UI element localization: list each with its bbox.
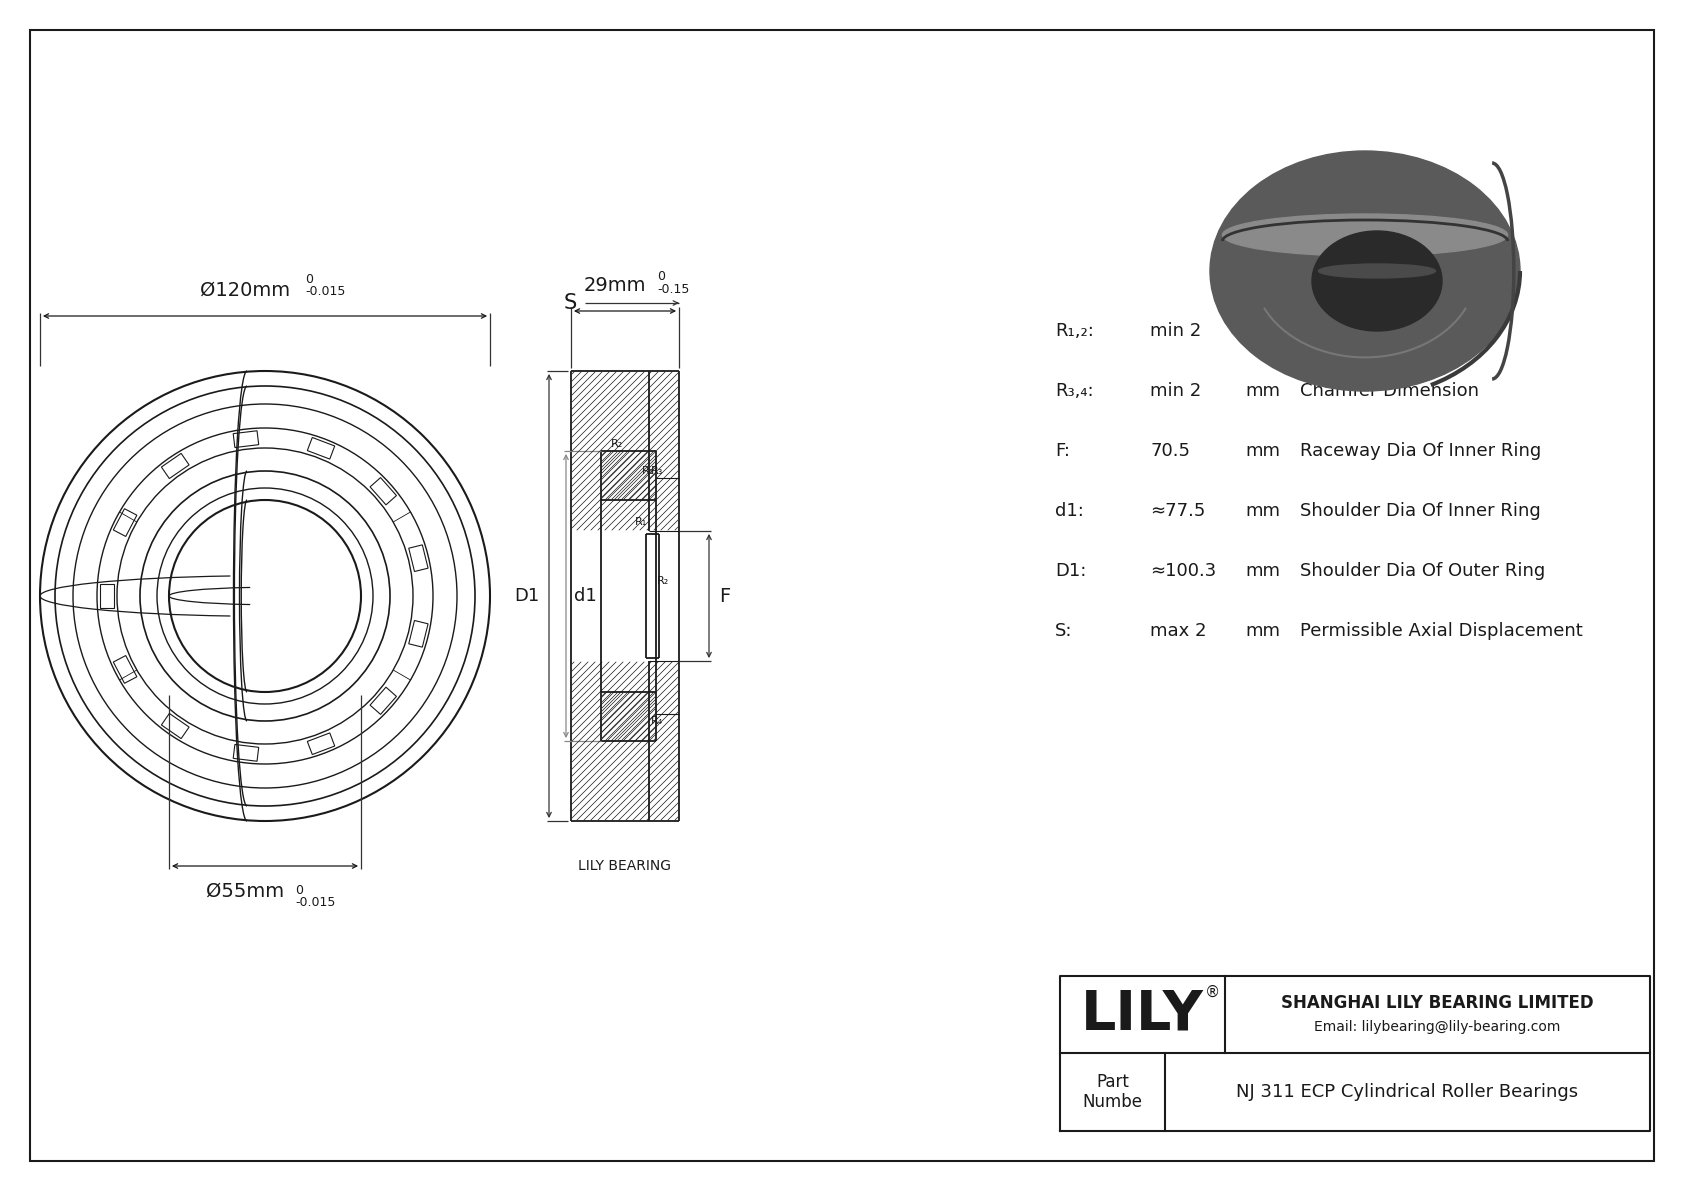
Text: R₂: R₂ [611, 439, 623, 449]
Ellipse shape [1319, 264, 1435, 278]
Text: R₃,₄:: R₃,₄: [1054, 382, 1093, 400]
Text: Raceway Dia Of Inner Ring: Raceway Dia Of Inner Ring [1300, 442, 1541, 460]
Text: R₁: R₁ [635, 517, 647, 526]
Text: 0: 0 [657, 270, 665, 283]
Ellipse shape [1223, 214, 1507, 256]
Text: D1: D1 [514, 587, 539, 605]
Text: min 2: min 2 [1150, 382, 1201, 400]
Text: 70.5: 70.5 [1150, 442, 1191, 460]
Ellipse shape [1312, 231, 1442, 331]
Text: mm: mm [1244, 562, 1280, 580]
Text: S: S [564, 293, 578, 313]
Text: mm: mm [1244, 622, 1280, 640]
Text: ≈100.3: ≈100.3 [1150, 562, 1216, 580]
Text: d1: d1 [574, 587, 596, 605]
Text: R₃: R₃ [652, 466, 663, 476]
Text: Ø120mm: Ø120mm [200, 281, 290, 300]
Text: R₁: R₁ [642, 466, 653, 476]
Text: ®: ® [1206, 985, 1221, 1000]
Text: max 2: max 2 [1150, 622, 1206, 640]
Text: R₄: R₄ [652, 716, 663, 727]
Text: -0.15: -0.15 [657, 283, 689, 297]
Text: F: F [719, 586, 731, 605]
Text: 0: 0 [295, 884, 303, 897]
Text: Email: lilybearing@lily-bearing.com: Email: lilybearing@lily-bearing.com [1314, 1019, 1561, 1034]
Text: mm: mm [1244, 442, 1280, 460]
Text: Shoulder Dia Of Outer Ring: Shoulder Dia Of Outer Ring [1300, 562, 1546, 580]
Text: 0: 0 [305, 273, 313, 286]
Text: LILY: LILY [1081, 987, 1204, 1041]
Text: mm: mm [1244, 382, 1280, 400]
Text: -0.015: -0.015 [305, 285, 345, 298]
Text: mm: mm [1244, 501, 1280, 520]
Text: Part
Numbe: Part Numbe [1083, 1073, 1142, 1111]
Text: Chamfer Dimension: Chamfer Dimension [1300, 382, 1479, 400]
Text: Chamfer Dimension: Chamfer Dimension [1300, 322, 1479, 339]
Text: S:: S: [1054, 622, 1073, 640]
Text: R₁,₂:: R₁,₂: [1054, 322, 1095, 339]
Text: ≈77.5: ≈77.5 [1150, 501, 1206, 520]
Text: R₂: R₂ [657, 576, 669, 586]
Text: -0.015: -0.015 [295, 896, 335, 909]
Text: NJ 311 ECP Cylindrical Roller Bearings: NJ 311 ECP Cylindrical Roller Bearings [1236, 1083, 1578, 1100]
Text: Ø55mm: Ø55mm [205, 883, 285, 902]
Text: mm: mm [1244, 322, 1280, 339]
Text: min 2: min 2 [1150, 322, 1201, 339]
Text: D1:: D1: [1054, 562, 1086, 580]
Text: Permissible Axial Displacement: Permissible Axial Displacement [1300, 622, 1583, 640]
Text: F:: F: [1054, 442, 1069, 460]
Text: d1:: d1: [1054, 501, 1084, 520]
Text: LILY BEARING: LILY BEARING [579, 859, 672, 873]
Text: 29mm: 29mm [584, 276, 647, 295]
Text: Shoulder Dia Of Inner Ring: Shoulder Dia Of Inner Ring [1300, 501, 1541, 520]
Text: SHANGHAI LILY BEARING LIMITED: SHANGHAI LILY BEARING LIMITED [1282, 993, 1593, 1011]
Ellipse shape [1211, 151, 1521, 391]
